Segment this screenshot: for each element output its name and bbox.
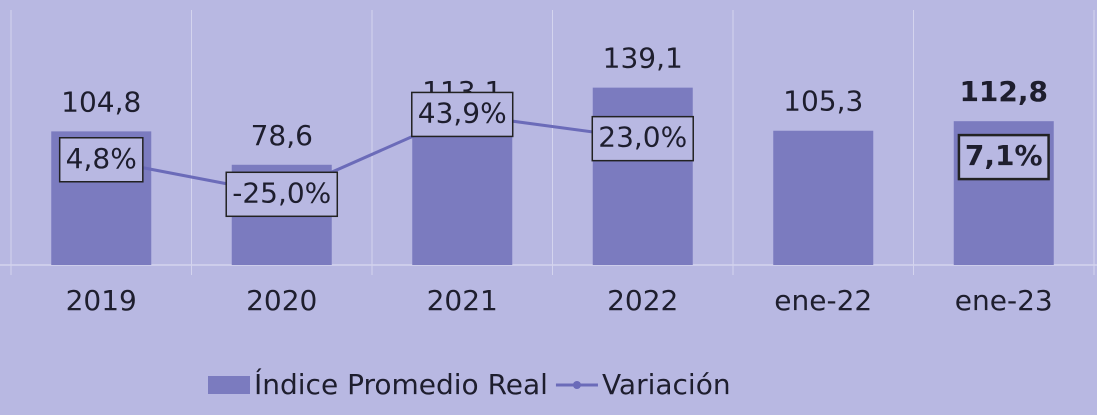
- line-label-box: [225, 171, 339, 218]
- line-label-box: [591, 115, 694, 162]
- line-label-box: [957, 133, 1050, 181]
- x-tick-label: ene-22: [774, 284, 872, 317]
- line-value-label: 23,0%: [598, 121, 687, 154]
- legend-swatch: [208, 376, 250, 394]
- bar-value-label: 104,8: [61, 85, 141, 118]
- line-value-label: 43,9%: [418, 96, 507, 129]
- x-tick-label: 2019: [66, 284, 137, 317]
- bar-value-label: 112,8: [959, 75, 1048, 108]
- x-tick-label: 2022: [607, 284, 678, 317]
- x-tick-label: ene-23: [955, 284, 1053, 317]
- bar: [592, 87, 693, 266]
- x-tick-label: 2021: [427, 284, 498, 317]
- line-value-label: -25,0%: [232, 176, 331, 209]
- bar: [412, 120, 513, 265]
- x-tick-label: 2020: [246, 284, 317, 317]
- legend-marker: [572, 381, 581, 389]
- bar: [773, 130, 874, 265]
- bar-value-label: 139,1: [603, 42, 683, 75]
- line-label-box: [411, 91, 514, 138]
- line-value-label: 4,8%: [66, 142, 137, 175]
- legend-label: Variación: [602, 368, 731, 401]
- legend-label: Índice Promedio Real: [254, 367, 548, 401]
- line-label-box: [58, 137, 144, 183]
- line-value-label: 7,1%: [965, 139, 1043, 172]
- bar-value-label: 78,6: [251, 119, 313, 152]
- bar-value-label: 105,3: [783, 85, 863, 118]
